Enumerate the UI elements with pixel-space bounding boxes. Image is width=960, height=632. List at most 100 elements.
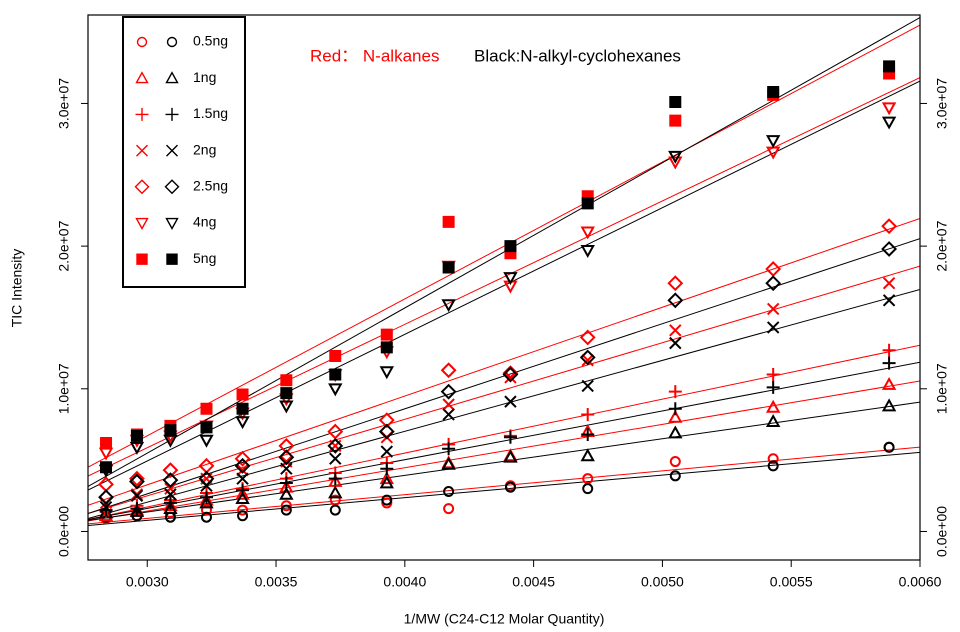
point (236, 472, 249, 485)
fit-line (88, 80, 920, 491)
point (379, 475, 394, 489)
fit-line (88, 344, 920, 520)
fit-line (88, 238, 920, 514)
point (882, 356, 896, 370)
point (766, 380, 780, 394)
point (378, 423, 395, 440)
y2-tick-label: 2.0e+07 (934, 220, 950, 271)
point (236, 483, 250, 497)
point (504, 481, 516, 493)
point (881, 376, 897, 390)
y-tick-label: 1.0e+07 (56, 363, 72, 414)
fit-line (88, 17, 920, 487)
point (883, 441, 895, 453)
point (502, 365, 519, 382)
point (443, 486, 455, 498)
point (130, 488, 144, 501)
x-axis-title: 1/MW (C24-C12 Molar Quantity) (404, 611, 605, 627)
point (130, 429, 143, 442)
point (129, 470, 145, 487)
y2-tick-label: 1.0e+07 (934, 363, 950, 414)
point (136, 253, 148, 265)
point (165, 107, 179, 121)
point (766, 302, 780, 316)
point (443, 503, 455, 515)
point (581, 407, 595, 421)
fit-lines (88, 17, 920, 527)
legend-label: 2.5ng (193, 178, 228, 194)
x-tick-label: 0.0060 (899, 574, 942, 590)
point (582, 483, 594, 495)
point (881, 102, 897, 116)
point (504, 395, 517, 408)
y-tick-label: 0.0e+00 (56, 506, 72, 557)
point (279, 479, 294, 493)
point (503, 430, 517, 444)
point (669, 336, 682, 350)
fit-line (88, 361, 920, 521)
point (235, 486, 250, 500)
legend-label: 4ng (193, 214, 216, 230)
legend-label: 1.5ng (193, 105, 228, 121)
point (328, 383, 343, 397)
point (380, 341, 393, 354)
point (667, 292, 684, 309)
fit-line (88, 265, 920, 514)
fit-line (88, 289, 920, 519)
fit-line (88, 380, 920, 522)
legend-label: 0.5ng (193, 33, 228, 49)
point (765, 135, 781, 149)
point (581, 197, 594, 210)
point (136, 36, 148, 48)
point (136, 144, 148, 157)
y-tick-label: 2.0e+07 (56, 220, 72, 271)
point (381, 494, 393, 506)
point (442, 398, 455, 411)
point (135, 107, 149, 121)
y2-tick-label: 3.0e+07 (934, 78, 950, 129)
point (163, 496, 177, 510)
point (442, 408, 455, 421)
point (581, 379, 594, 393)
point (327, 437, 344, 454)
x-tick-label: 0.0045 (512, 574, 555, 590)
point (503, 272, 518, 286)
point (200, 511, 212, 523)
point (199, 490, 213, 504)
point (379, 471, 394, 485)
point (98, 489, 114, 506)
point (100, 461, 113, 474)
x-tick-label: 0.0035 (255, 574, 298, 590)
y-tick-label: 3.0e+07 (56, 78, 72, 129)
point (329, 452, 342, 465)
point (129, 441, 145, 455)
point (199, 495, 214, 509)
legend: 0.5ng 1ng 1.5ng 2ng 2.5ng 4ng 5ng (134, 33, 228, 266)
point (135, 71, 149, 84)
point (579, 329, 596, 346)
point (135, 217, 149, 230)
point (441, 456, 456, 470)
point (442, 261, 455, 274)
point (580, 245, 595, 258)
point (199, 434, 214, 448)
point (163, 501, 178, 515)
point (669, 114, 682, 127)
point (441, 299, 456, 313)
point (440, 362, 457, 379)
point (166, 144, 178, 157)
point (237, 510, 249, 522)
point (278, 437, 295, 454)
point (99, 503, 113, 517)
point (163, 498, 178, 512)
point (279, 476, 293, 490)
point (280, 462, 293, 475)
point (669, 96, 682, 109)
point (236, 402, 249, 415)
point (162, 472, 179, 489)
point (280, 374, 293, 387)
point (668, 150, 683, 164)
point (881, 116, 897, 130)
annotation: Black:N-alkyl-cyclohexanes (474, 46, 681, 65)
